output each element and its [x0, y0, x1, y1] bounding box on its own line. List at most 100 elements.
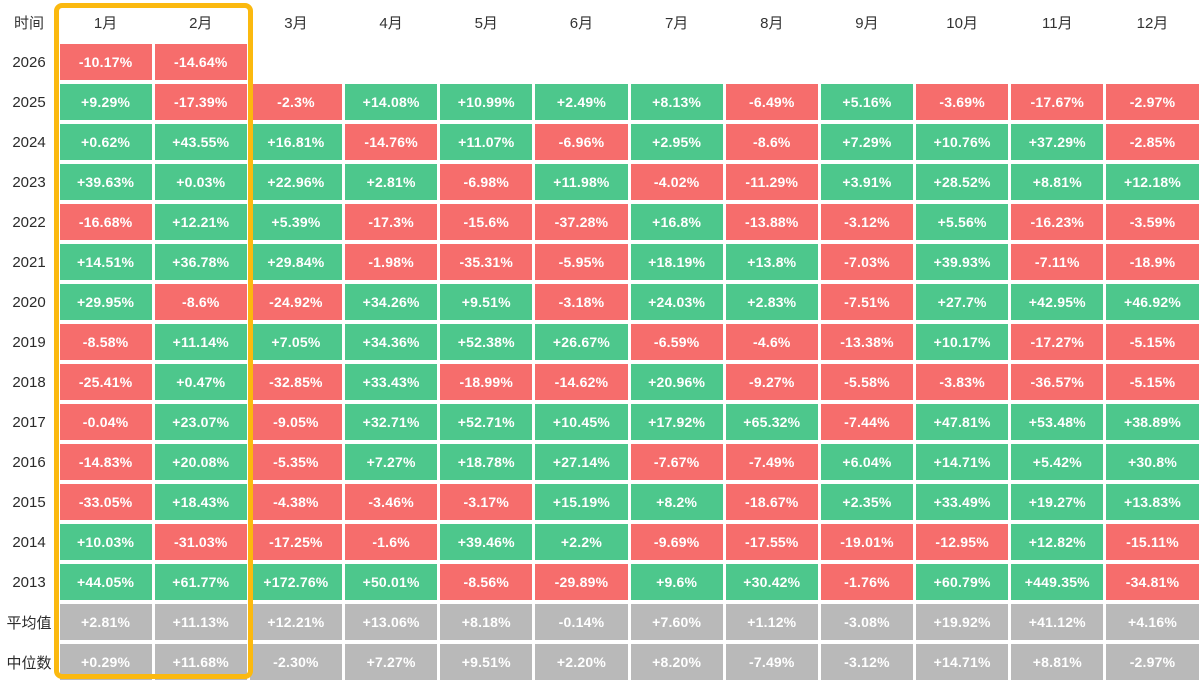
value-cell: [535, 44, 627, 80]
value-cell: +65.32%: [725, 404, 818, 440]
value-cell: -17.3%: [345, 204, 438, 240]
value-cell: -6.96%: [535, 124, 628, 160]
value-cell: -14.76%: [345, 124, 438, 160]
value-cell: -12.95%: [916, 524, 1009, 560]
value-cell: -10.17%: [59, 44, 152, 80]
value-cell: -16.23%: [1011, 204, 1104, 240]
value-cell: +13.06%: [345, 604, 438, 640]
row-label: 2023: [12, 173, 46, 191]
row-label: 平均值: [6, 614, 52, 632]
table-row-2024: 2024 +0.62% +43.55% +16.81% -14.76% +11.07% -6…: [0, 124, 1200, 160]
value-cell: -17.67%: [1011, 84, 1104, 120]
row-label: 2026: [12, 53, 46, 71]
value-cell: -14.62%: [535, 364, 628, 400]
value-cell: +8.18%: [440, 604, 533, 640]
value-cell: +34.26%: [345, 284, 438, 320]
value-cell: +10.45%: [535, 404, 628, 440]
value-cell: +39.63%: [59, 164, 152, 200]
value-cell: -19.01%: [820, 524, 914, 560]
value-cell: +10.99%: [440, 84, 533, 120]
value-cell: -35.31%: [440, 244, 533, 280]
value-cell: +20.96%: [630, 364, 723, 400]
value-cell: +9.51%: [440, 284, 533, 320]
value-cell: -7.49%: [725, 644, 818, 680]
value-cell: -32.85%: [249, 364, 343, 400]
value-cell: -5.15%: [1106, 364, 1199, 400]
value-cell: +46.92%: [1106, 284, 1199, 320]
value-cell: -13.88%: [725, 204, 818, 240]
value-cell: +50.01%: [345, 564, 438, 600]
row-label: 2018: [12, 373, 46, 391]
value-cell: +37.29%: [1011, 124, 1104, 160]
value-cell: +12.21%: [154, 204, 247, 240]
value-cell: -15.6%: [440, 204, 533, 240]
value-cell: [631, 44, 723, 80]
value-cell: +18.43%: [154, 484, 247, 520]
value-cell: -3.46%: [345, 484, 438, 520]
value-cell: +2.2%: [535, 524, 628, 560]
value-cell: -4.6%: [725, 324, 818, 360]
value-cell: -24.92%: [249, 284, 343, 320]
value-cell: +19.27%: [1011, 484, 1104, 520]
value-cell: -9.27%: [725, 364, 818, 400]
value-cell: -17.55%: [725, 524, 818, 560]
value-cell: +14.51%: [59, 244, 152, 280]
value-cell: +449.35%: [1011, 564, 1104, 600]
value-cell: [821, 44, 913, 80]
column-header-month-7: 7月: [664, 14, 689, 32]
table-row-中位数: 中位数 +0.29% +11.68% -2.30% +7.27% +9.51% +2.20%…: [0, 644, 1200, 680]
column-header-month-1: 1月: [93, 14, 118, 32]
column-header-month-11: 11月: [1042, 14, 1073, 32]
row-label: 2024: [12, 133, 46, 151]
value-cell: -33.05%: [59, 484, 152, 520]
value-cell: [345, 44, 437, 80]
value-cell: -17.27%: [1011, 324, 1104, 360]
value-cell: +38.89%: [1106, 404, 1199, 440]
value-cell: -1.98%: [345, 244, 438, 280]
value-cell: +0.03%: [154, 164, 247, 200]
row-label: 2019: [12, 333, 46, 351]
value-cell: +5.16%: [820, 84, 914, 120]
value-cell: -6.98%: [440, 164, 533, 200]
value-cell: -11.29%: [725, 164, 818, 200]
column-header-month-3: 3月: [284, 14, 308, 32]
value-cell: +7.27%: [345, 444, 438, 480]
value-cell: +2.81%: [345, 164, 438, 200]
value-cell: +2.20%: [535, 644, 628, 680]
table-row-2025: 2025 +9.29% -17.39% -2.3% +14.08% +10.99% +2.4…: [0, 84, 1200, 120]
value-cell: +14.08%: [345, 84, 438, 120]
value-cell: +11.07%: [440, 124, 533, 160]
column-header-month-12: 12月: [1136, 14, 1169, 32]
table-row-2017: 2017 -0.04% +23.07% -9.05% +32.71% +52.71% +10…: [0, 404, 1200, 440]
value-cell: +7.05%: [249, 324, 343, 360]
value-cell: -5.58%: [820, 364, 914, 400]
value-cell: -13.38%: [820, 324, 914, 360]
value-cell: +9.6%: [630, 564, 723, 600]
value-cell: +5.42%: [1011, 444, 1104, 480]
value-cell: -37.28%: [535, 204, 628, 240]
table-row-2014: 2014 +10.03% -31.03% -17.25% -1.6% +39.46% +2.…: [0, 524, 1200, 560]
value-cell: -0.14%: [535, 604, 628, 640]
value-cell: +8.81%: [1011, 644, 1104, 680]
value-cell: +7.27%: [345, 644, 438, 680]
value-cell: +39.93%: [916, 244, 1009, 280]
value-cell: +11.68%: [154, 644, 247, 680]
value-cell: +6.04%: [820, 444, 914, 480]
value-cell: +9.29%: [59, 84, 152, 120]
value-cell: -18.99%: [440, 364, 533, 400]
table-body: 2026 -10.17% -14.64% 2025 +9.29% -17.39% -2.3%…: [0, 44, 1200, 684]
value-cell: -8.6%: [154, 284, 247, 320]
value-cell: -7.03%: [820, 244, 914, 280]
value-cell: +0.47%: [154, 364, 247, 400]
table-row-2013: 2013 +44.05% +61.77% +172.76% +50.01% -8.56% -…: [0, 564, 1200, 600]
table-row-2021: 2021 +14.51% +36.78% +29.84% -1.98% -35.31% -5…: [0, 244, 1200, 280]
value-cell: +30.8%: [1106, 444, 1199, 480]
column-header-month-2: 2月: [189, 14, 213, 32]
value-cell: +13.8%: [725, 244, 818, 280]
value-cell: +8.81%: [1011, 164, 1104, 200]
value-cell: +17.92%: [630, 404, 723, 440]
value-cell: -3.12%: [820, 644, 914, 680]
value-cell: +61.77%: [154, 564, 247, 600]
value-cell: +8.20%: [630, 644, 723, 680]
